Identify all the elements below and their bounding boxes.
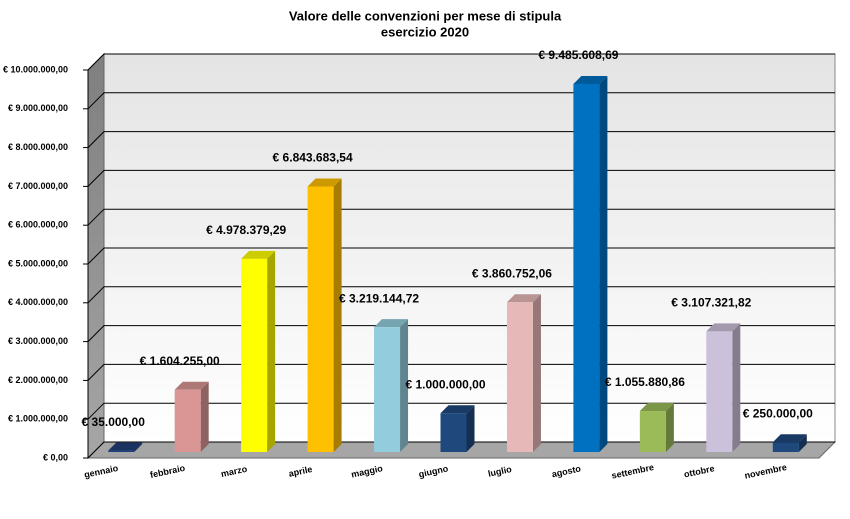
bar xyxy=(639,403,674,452)
bar-side xyxy=(200,381,209,452)
bar-side xyxy=(400,319,409,452)
bar-front xyxy=(573,83,600,453)
y-tick-label: € 0,00 xyxy=(43,452,68,462)
y-tick-label: € 4.000.000,00 xyxy=(8,297,68,307)
bar-top xyxy=(573,75,608,84)
value-label: € 3.219.144,72 xyxy=(339,291,419,305)
bar-top xyxy=(706,323,741,332)
bar-front xyxy=(108,450,135,452)
bar xyxy=(772,434,807,452)
bar-top xyxy=(506,294,541,303)
bar-top xyxy=(639,403,674,412)
x-tick-label: febbraio xyxy=(149,463,186,480)
bar-top xyxy=(108,442,143,451)
value-label: € 9.485.608,69 xyxy=(538,48,618,62)
y-tick-label: € 3.000.000,00 xyxy=(8,336,68,346)
y-tick-label: € 9.000.000,00 xyxy=(8,103,68,113)
y-tick-label: € 8.000.000,00 xyxy=(8,142,68,152)
x-tick-label: novembre xyxy=(744,462,788,481)
chart-title: Valore delle convenzioni per mese di sti… xyxy=(289,8,562,23)
x-tick-label: marzo xyxy=(220,464,248,479)
value-label: € 1.604.255,00 xyxy=(140,354,220,368)
bar xyxy=(573,75,608,453)
bar-front xyxy=(307,186,334,452)
x-tick-label: gennaio xyxy=(83,463,119,480)
y-tick-label: € 2.000.000,00 xyxy=(8,375,68,385)
x-tick-label: giugno xyxy=(418,463,450,479)
x-tick-label: maggio xyxy=(350,463,384,480)
bar xyxy=(174,381,209,452)
bar-side xyxy=(267,250,276,452)
bar-side xyxy=(599,75,608,453)
bar-side xyxy=(798,434,807,452)
bar-front xyxy=(174,389,201,452)
bar-front xyxy=(506,302,533,452)
value-label: € 6.843.683,54 xyxy=(273,151,353,165)
x-tick-label: agosto xyxy=(551,463,582,479)
bar-side xyxy=(134,442,143,452)
value-label: € 250.000,00 xyxy=(743,406,813,420)
bar xyxy=(108,442,143,452)
value-label: € 3.107.321,82 xyxy=(671,296,751,310)
value-label: € 3.860.752,06 xyxy=(472,266,552,280)
x-tick-label: luglio xyxy=(487,464,513,479)
bar-top xyxy=(374,319,409,328)
bar xyxy=(307,178,342,452)
value-label: € 1.000.000,00 xyxy=(405,377,485,391)
bar-top xyxy=(440,405,475,414)
bar-front xyxy=(639,411,666,452)
bar-front xyxy=(440,413,467,452)
y-tick-label: € 7.000.000,00 xyxy=(8,181,68,191)
bar-top xyxy=(241,250,276,259)
bar xyxy=(440,405,475,452)
bar xyxy=(706,323,741,452)
value-label: € 35.000,00 xyxy=(82,415,146,429)
bar-side xyxy=(732,323,741,452)
x-tick-label: aprile xyxy=(288,464,314,479)
bar-side xyxy=(333,178,342,452)
bar-front xyxy=(706,331,733,452)
y-tick-label: € 1.000.000,00 xyxy=(8,414,68,424)
grid-line xyxy=(87,53,835,71)
bar xyxy=(506,294,541,452)
bar-side xyxy=(665,403,674,452)
x-tick-label: settembre xyxy=(611,462,655,481)
bar-front xyxy=(772,442,799,452)
bar-top xyxy=(772,434,807,443)
bar-front xyxy=(374,327,401,452)
value-label: € 1.055.880,86 xyxy=(605,375,685,389)
y-tick-label: € 10.000.000,00 xyxy=(3,64,68,74)
bar-side xyxy=(532,294,541,452)
bar-side xyxy=(466,405,475,452)
y-tick-label: € 6.000.000,00 xyxy=(8,220,68,230)
bar xyxy=(374,319,409,452)
value-label: € 4.978.379,29 xyxy=(206,223,286,237)
bar-top xyxy=(307,178,342,187)
bar-front xyxy=(241,258,268,452)
y-tick-label: € 5.000.000,00 xyxy=(8,258,68,268)
chart-subtitle: esercizio 2020 xyxy=(381,24,469,39)
bar xyxy=(241,250,276,452)
x-tick-label: ottobre xyxy=(683,463,715,479)
bar-top xyxy=(174,381,209,390)
